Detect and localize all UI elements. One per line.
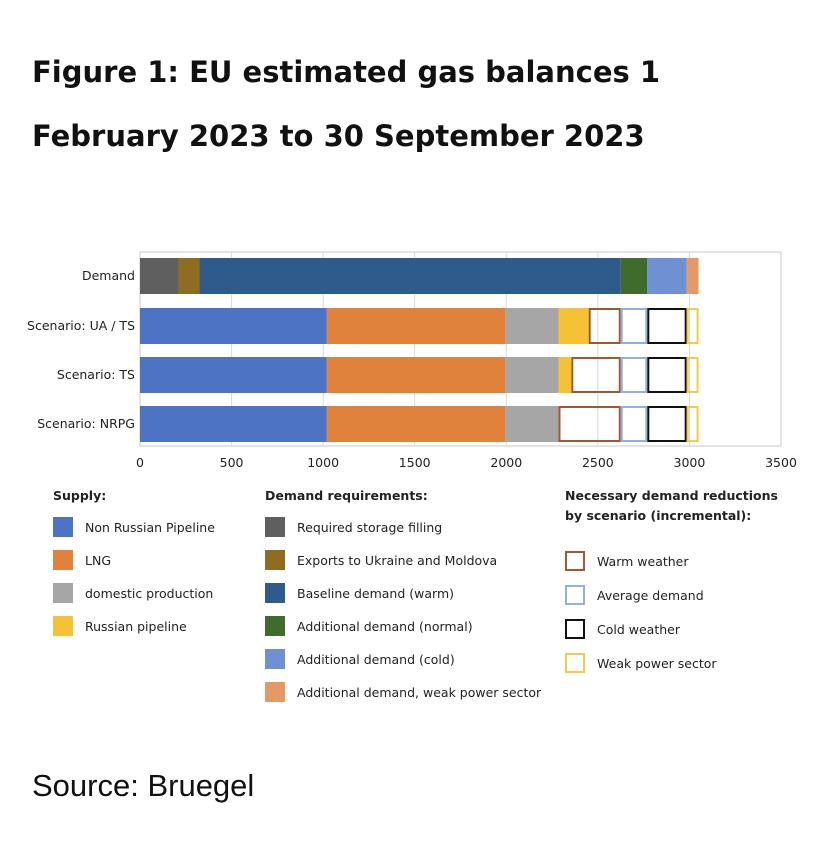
legend-supply-item: Non Russian Pipeline (53, 516, 215, 538)
legend-supply-swatch (53, 550, 73, 570)
bar-segment (326, 357, 506, 393)
reduction-segment (571, 357, 621, 393)
reduction-segment (558, 406, 621, 442)
bar-segment (558, 308, 589, 344)
legend-demand-item: Additional demand (cold) (265, 648, 455, 670)
reduction-segment (620, 308, 648, 344)
legend-demand-label: Additional demand, weak power sector (297, 684, 542, 700)
legend-reductions-swatch (565, 585, 585, 605)
legend-reductions-item: Weak power sector (565, 652, 717, 674)
legend-reductions-label: Warm weather (597, 553, 689, 569)
bar-segment (505, 308, 559, 344)
legend-demand-item: Additional demand (normal) (265, 615, 473, 637)
reduction-segment (588, 308, 621, 344)
reduction-segment (686, 357, 699, 393)
legend-demand-label: Required storage filling (297, 519, 443, 535)
legend-supply-swatch (53, 583, 73, 603)
bar-segment (140, 406, 327, 442)
y-category-label: Scenario: TS (57, 367, 135, 382)
reduction-segment (647, 406, 687, 442)
legend-demand-label: Baseline demand (warm) (297, 585, 454, 601)
x-tick-label: 1500 (399, 455, 431, 470)
y-category-label: Scenario: NRPG (37, 416, 135, 431)
legend-demand-swatch (265, 682, 285, 702)
legend-demand-label: Exports to Ukraine and Moldova (297, 552, 498, 568)
reduction-segment (686, 308, 699, 344)
x-tick-label: 2500 (582, 455, 614, 470)
legend-supply-label: domestic production (85, 585, 214, 601)
bar-segment (140, 258, 179, 294)
legend-demand-item: Baseline demand (warm) (265, 582, 454, 604)
legend-demand-swatch (265, 550, 285, 570)
legend-supply-item: LNG (53, 549, 111, 571)
legend-supply-heading: Supply: (53, 488, 107, 503)
legend-reductions-item: Average demand (565, 584, 704, 606)
legend-reductions-swatch (565, 619, 585, 639)
legend-reductions-item: Warm weather (565, 550, 689, 572)
bar-segment (140, 308, 327, 344)
legend-demand-heading: Demand requirements: (265, 488, 428, 503)
legend-reductions-label: Average demand (597, 587, 704, 603)
legend-reductions-item: Cold weather (565, 618, 680, 640)
legend-reductions-swatch (565, 551, 585, 571)
bar-segment (620, 258, 648, 294)
y-category-label: Scenario: UA / TS (27, 318, 135, 333)
legend-supply-swatch (53, 616, 73, 636)
bar-segment (140, 357, 327, 393)
bar-segment (505, 357, 559, 393)
legend-supply-item: Russian pipeline (53, 615, 187, 637)
legend-supply-item: domestic production (53, 582, 213, 604)
x-tick-label: 2000 (490, 455, 522, 470)
legend-demand-label: Additional demand (cold) (297, 651, 455, 667)
legend-supply-swatch (53, 517, 73, 537)
bar-segment (558, 357, 572, 393)
legend-demand-item: Exports to Ukraine and Moldova (265, 549, 497, 571)
reduction-segment (620, 406, 648, 442)
reduction-segment (620, 357, 648, 393)
source-note: Source: Bruegel (32, 768, 255, 803)
bar-segment (647, 258, 687, 294)
bar-segment (199, 258, 621, 294)
x-tick-label: 3000 (674, 455, 706, 470)
legend-reductions-heading-line1: Necessary demand reductions (565, 488, 778, 503)
legend-supply-label: Non Russian Pipeline (85, 519, 215, 535)
bar-segment (178, 258, 200, 294)
legend-demand-item: Required storage filling (265, 516, 442, 538)
legend-demand-label: Additional demand (normal) (297, 618, 473, 634)
legend-demand-swatch (265, 649, 285, 669)
x-tick-label: 3500 (765, 455, 797, 470)
bar-segment (326, 308, 506, 344)
y-category-label: Demand (82, 268, 135, 283)
x-tick-label: 1000 (307, 455, 339, 470)
bar-segment (505, 406, 559, 442)
reduction-segment (647, 308, 687, 344)
legend-reductions-label: Cold weather (597, 621, 680, 637)
bar-segment (326, 406, 506, 442)
bar-segment (686, 258, 699, 294)
legend-demand-swatch (265, 616, 285, 636)
legend-reductions-heading-line2: by scenario (incremental): (565, 508, 752, 523)
x-tick-label: 0 (136, 455, 144, 470)
legend-supply-label: LNG (85, 552, 112, 568)
legend-reductions-swatch (565, 653, 585, 673)
legend-supply-label: Russian pipeline (85, 618, 187, 634)
legend-demand-item: Additional demand, weak power sector (265, 681, 541, 703)
x-tick-label: 500 (220, 455, 244, 470)
page-title: Figure 1: EU estimated gas balances 1 Fe… (32, 55, 661, 153)
legend-demand-swatch (265, 517, 285, 537)
legend-demand-swatch (265, 583, 285, 603)
reduction-segment (686, 406, 699, 442)
legend-reductions-label: Weak power sector (597, 655, 717, 671)
reduction-segment (647, 357, 687, 393)
